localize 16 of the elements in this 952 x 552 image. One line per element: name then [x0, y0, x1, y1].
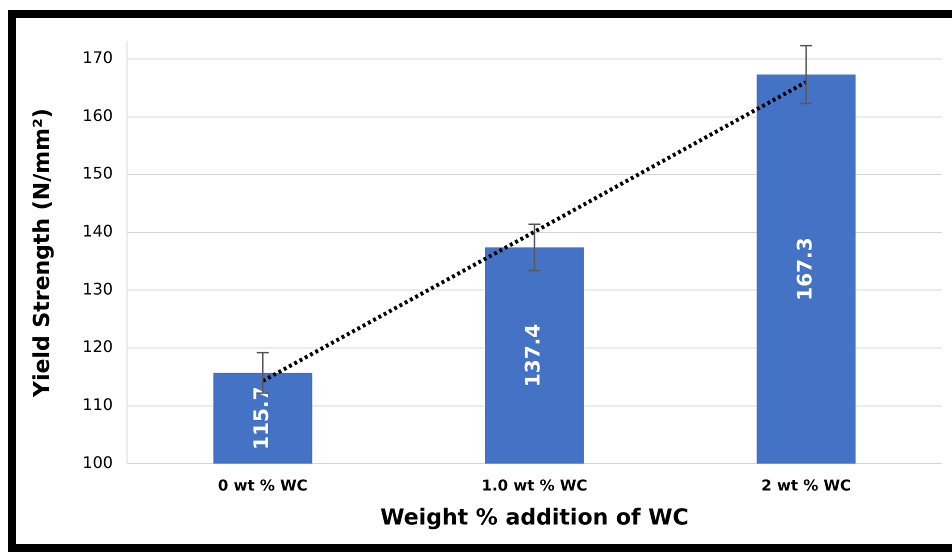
data-label: 137.4	[520, 324, 545, 388]
data-label: 115.7	[248, 386, 273, 450]
data-label: 167.3	[792, 237, 816, 301]
y-tick-label: 150	[82, 164, 113, 183]
y-axis-title: Yield Strength (N/mm²)	[30, 108, 55, 398]
x-tick-label: 2 wt % WC	[761, 476, 852, 494]
y-tick-label: 110	[82, 394, 113, 414]
x-tick-label: 0 wt % WC	[218, 476, 308, 494]
x-axis-title: Weight % addition of WC	[380, 506, 689, 531]
y-tick-label: 160	[82, 106, 113, 125]
y-tick-label: 170	[82, 48, 113, 68]
y-tick-label: 140	[82, 222, 113, 241]
x-tick-label: 1.0 wt % WC	[482, 476, 588, 494]
y-tick-label: 100	[82, 452, 113, 472]
y-tick-label: 120	[82, 337, 113, 356]
y-tick-label: 130	[82, 279, 113, 298]
